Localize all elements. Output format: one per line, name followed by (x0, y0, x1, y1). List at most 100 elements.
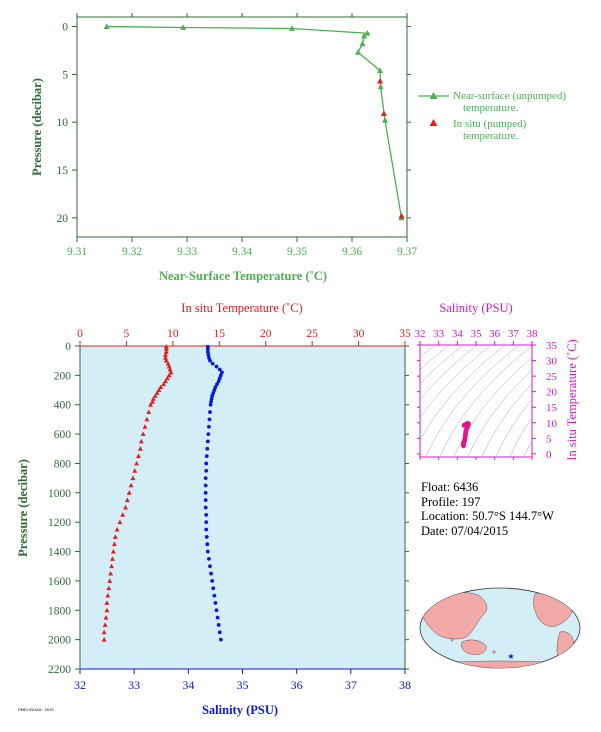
pressure-tick-label: 2200 (48, 664, 71, 676)
legend-red-triangle-icon (429, 119, 438, 126)
salinity-point (216, 379, 221, 384)
y-tick-label: 10 (57, 117, 69, 129)
ts-x-tick-label: 37 (508, 328, 520, 340)
x-tick-label: 9.37 (397, 246, 417, 258)
pressure-tick-label: 600 (54, 429, 72, 441)
salinity-point (215, 615, 220, 620)
temperature-point (126, 490, 132, 495)
ts-point (461, 422, 467, 428)
profile-pressure-axis: 0 200 400 600 800 1000 1200 1400 1600 1800 2000 220… (48, 341, 409, 676)
island-shape (492, 650, 496, 654)
temperature-point (149, 399, 155, 404)
australia-shape (461, 639, 487, 655)
pressure-tick-label: 800 (54, 458, 72, 470)
temperature-point (152, 393, 158, 398)
temperature-point (106, 585, 112, 591)
salinity-point (218, 373, 223, 378)
near-surface-point (361, 32, 368, 39)
temperature-point (130, 475, 136, 481)
salinity-point (215, 382, 219, 387)
near-surface-x-axis-title: Near-Surface Temperature (˚C) (159, 269, 327, 283)
salinity-point (204, 520, 209, 525)
date-label: Date: (421, 523, 449, 538)
float-info: Float: 6436 Profile: 197 Location: 50.7°… (421, 480, 554, 538)
salinity-point (205, 349, 210, 354)
ts-y-tick-label: 10 (546, 418, 558, 430)
near-surface-point (359, 40, 366, 47)
salinity-point (203, 498, 208, 503)
salinity-point (209, 399, 213, 404)
date-row: Date: 07/04/2015 (421, 524, 554, 539)
salinity-point (205, 439, 210, 444)
salinity-tick-label: 32 (74, 678, 86, 692)
temperature-point (123, 504, 128, 510)
salinity-point (204, 512, 209, 517)
salinity-tick-label: 33 (128, 678, 140, 692)
temperature-point (164, 375, 170, 381)
salinity-point (207, 417, 212, 422)
pressure-tick-label: 1800 (48, 605, 71, 617)
legend-green-triangle-icon (429, 92, 438, 99)
temperature-point (162, 378, 168, 384)
x-tick-label: 9.36 (342, 246, 362, 258)
salinity-axis: 32 33 34 35 36 37 38 (74, 669, 411, 692)
ts-salinity-axis-title: Salinity (PSU) (439, 301, 512, 315)
ts-y-tick-label: 30 (546, 356, 558, 368)
salinity-point (217, 367, 222, 372)
salinity-point (204, 468, 209, 473)
temperature-point (124, 497, 130, 503)
south-america-shape (556, 631, 575, 665)
near-surface-legend: Near-surface (unpumped) temperature. In … (418, 90, 566, 142)
temperature-point (144, 416, 150, 422)
temperature-point (165, 361, 171, 366)
y-tick-label: 5 (62, 69, 68, 81)
near-surface-chart: 9.31 9.32 9.33 9.34 9.35 9.36 9.37 0 5 10 15 20 Ne… (30, 13, 566, 283)
location-value: 50.7°S 144.7°W (472, 509, 554, 524)
pressure-tick-label: 1200 (48, 517, 71, 529)
pressure-tick-label: 2000 (48, 635, 71, 647)
in-situ-point (377, 77, 384, 84)
x-tick-label: 9.34 (232, 246, 252, 258)
temperature-point (168, 369, 174, 375)
salinity-point (208, 402, 213, 407)
density-contour-line (439, 345, 532, 457)
y-tick-label: 0 (62, 22, 68, 34)
salinity-tick-label: 36 (291, 678, 303, 692)
pressure-tick-label: 1400 (48, 547, 71, 559)
temperature-point (154, 390, 160, 395)
density-contour-line (523, 440, 532, 457)
y-tick-label: 20 (57, 213, 69, 225)
near-surface-plot-area (76, 16, 408, 238)
near-surface-y-axis-title: Pressure (decibar) (30, 78, 44, 176)
salinity-point (214, 364, 219, 369)
float-value: 6436 (453, 480, 479, 494)
temperature-point (138, 438, 144, 444)
near-surface-point (364, 30, 371, 36)
salinity-point (204, 527, 209, 532)
salinity-point (205, 542, 210, 547)
near-surface-point (377, 83, 384, 90)
salinity-point (208, 564, 212, 569)
salinity-point (207, 355, 211, 360)
ts-y-tick-label: 25 (546, 371, 558, 383)
salinity-point (217, 376, 222, 381)
ts-y-tick-label: 0 (546, 449, 552, 461)
salinity-profile (203, 344, 224, 642)
pressure-tick-label: 1000 (48, 488, 71, 500)
salinity-point (214, 608, 219, 613)
salinity-point (203, 476, 208, 481)
date-value: 07/04/2015 (451, 523, 509, 538)
profile-pressure-axis-title: Pressure (decibar) (16, 459, 30, 557)
ts-x-tick-label: 38 (527, 328, 539, 340)
temperature-point (109, 563, 115, 569)
density-contour-line (467, 369, 532, 457)
temperature-point (117, 519, 123, 525)
temperature-point (128, 482, 134, 488)
temperature-point (101, 629, 107, 635)
ts-x-tick-label: 34 (452, 328, 464, 340)
temperature-tick-label: 0 (77, 328, 83, 340)
temperature-point (161, 381, 167, 387)
legend-item-in-situ-line1: In situ (pumped) (453, 118, 527, 130)
salinity-point (207, 424, 211, 429)
temperature-point (146, 409, 152, 415)
